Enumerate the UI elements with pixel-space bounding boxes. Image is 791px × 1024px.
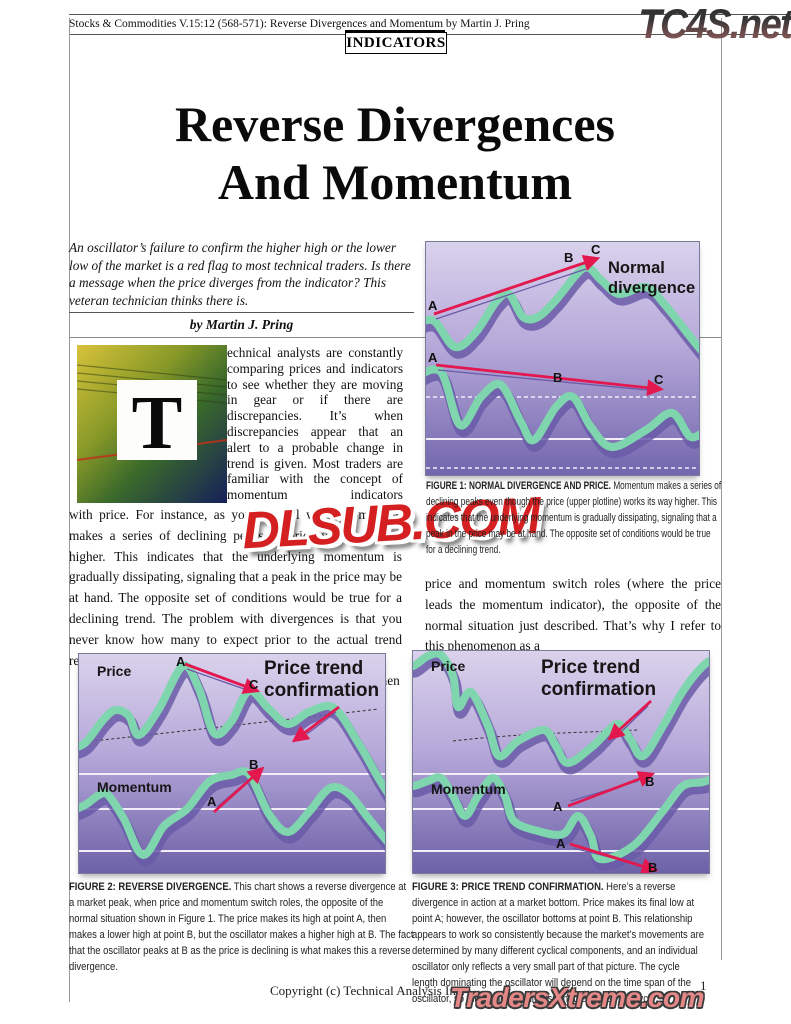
svg-text:B: B: [553, 370, 562, 385]
svg-text:B: B: [564, 250, 573, 265]
svg-text:divergence: divergence: [608, 279, 695, 297]
svg-text:A: A: [207, 794, 217, 809]
svg-text:confirmation: confirmation: [264, 680, 379, 701]
svg-text:A: A: [553, 799, 563, 814]
svg-text:Momentum: Momentum: [431, 781, 506, 797]
svg-text:C: C: [249, 677, 259, 692]
svg-text:A: A: [428, 350, 438, 365]
svg-text:B: B: [648, 860, 657, 873]
svg-text:A: A: [428, 298, 438, 313]
svg-text:B: B: [645, 774, 654, 789]
svg-text:T: T: [132, 381, 183, 465]
svg-text:Normal: Normal: [608, 259, 665, 277]
svg-text:Price trend: Price trend: [541, 657, 640, 678]
svg-text:A: A: [176, 654, 186, 669]
svg-text:B: B: [249, 757, 258, 772]
svg-text:A: A: [556, 836, 566, 851]
svg-text:Price: Price: [431, 658, 465, 674]
svg-text:Price: Price: [97, 663, 131, 679]
svg-text:confirmation: confirmation: [541, 679, 656, 700]
svg-text:Price trend: Price trend: [264, 658, 363, 679]
svg-text:Momentum: Momentum: [97, 779, 172, 795]
svg-text:C: C: [591, 242, 601, 257]
svg-text:C: C: [654, 372, 664, 387]
